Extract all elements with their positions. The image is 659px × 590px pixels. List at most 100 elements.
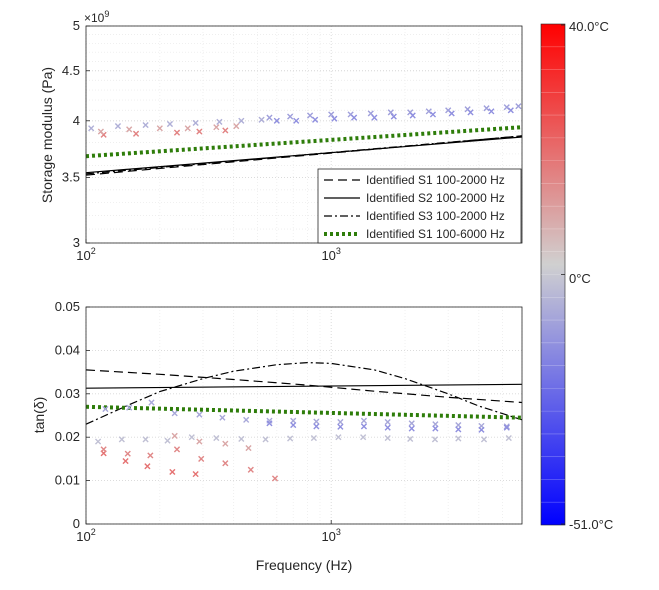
y-tick-label: 4.5 xyxy=(62,63,80,78)
measurement-point xyxy=(408,420,415,427)
measurement-point xyxy=(335,434,342,441)
measurement-point xyxy=(371,114,378,121)
measurement-point xyxy=(173,129,181,136)
y-tick-label: 5 xyxy=(73,18,80,33)
measurement-point xyxy=(196,128,203,135)
fit-line-4 xyxy=(85,125,523,159)
measurement-point xyxy=(243,416,250,423)
measurement-point xyxy=(337,418,344,426)
measurement-point xyxy=(266,420,273,427)
storage-modulus-panel: 102 103 3 3.5 4 4.5 5 ×109 Storage modulus (Pa… xyxy=(39,9,523,263)
fit-line-3 xyxy=(85,135,523,175)
top-fit-lines xyxy=(85,125,523,176)
measurement-point xyxy=(384,434,391,442)
top-y-axis-label: Storage modulus (Pa) xyxy=(39,67,55,203)
measurement-point xyxy=(483,105,490,112)
measurement-point xyxy=(245,444,252,452)
measurement-point xyxy=(409,112,416,119)
bottom-measurement-markers xyxy=(94,399,512,482)
measurement-point xyxy=(287,113,294,120)
measurement-point xyxy=(184,125,191,132)
measurement-point xyxy=(171,432,178,439)
measurement-point xyxy=(293,117,300,124)
measurement-point xyxy=(144,463,151,470)
measurement-point xyxy=(351,114,358,121)
measurement-point xyxy=(169,468,176,476)
x-tick-label: 103 xyxy=(321,527,340,544)
measurement-point xyxy=(488,108,495,115)
measurement-point xyxy=(262,436,269,443)
measurement-point xyxy=(505,434,512,442)
bottom-fit-lines xyxy=(85,361,523,425)
top-measurement-markers xyxy=(88,103,522,138)
bottom-tick-labels: 102 103 0 0.01 0.02 0.03 0.04 0.05 xyxy=(55,299,341,544)
measurement-point xyxy=(290,421,297,429)
measurement-point xyxy=(331,115,338,122)
y-tick-label: 4 xyxy=(73,113,80,128)
measurement-point xyxy=(425,108,432,115)
bottom-axes-box xyxy=(85,306,523,525)
measurement-point xyxy=(306,112,314,119)
measurement-point xyxy=(467,109,474,116)
legend-label: Identified S1 100-6000 Hz xyxy=(366,227,505,241)
measurement-point xyxy=(360,417,368,424)
y-tick-label: 0.02 xyxy=(55,429,80,444)
measurement-point xyxy=(478,426,485,433)
measurement-point xyxy=(313,418,320,425)
measurement-point xyxy=(124,450,131,457)
colorbar-ticks xyxy=(541,24,565,525)
measurement-point xyxy=(429,111,437,118)
y-tick-label: 0 xyxy=(73,516,80,531)
measurement-point xyxy=(503,424,510,431)
measurement-point xyxy=(164,437,171,444)
legend-entry: Identified S1 100-2000 Hz xyxy=(324,173,505,187)
y-tick-label: 3.5 xyxy=(62,170,80,185)
measurement-point xyxy=(219,414,226,421)
fit-line-3 xyxy=(85,361,523,425)
measurement-point xyxy=(503,423,510,430)
x-axis-label: Frequency (Hz) xyxy=(256,557,352,573)
top-axes-box xyxy=(85,25,523,244)
measurement-point xyxy=(455,435,462,442)
measurement-point xyxy=(271,475,279,482)
measurement-point xyxy=(198,455,205,462)
measurement-point xyxy=(213,434,220,442)
top-y-exponent: ×109 xyxy=(84,9,109,25)
measurement-point xyxy=(384,424,391,431)
measurement-point xyxy=(310,434,317,442)
measurement-point xyxy=(507,107,514,114)
bottom-grid xyxy=(85,306,523,525)
measurement-point xyxy=(88,125,95,132)
y-tick-label: 0.05 xyxy=(55,299,80,314)
measurement-point xyxy=(222,127,229,134)
measurement-point xyxy=(222,440,229,447)
measurement-point xyxy=(156,125,163,132)
measurement-point xyxy=(312,116,319,123)
measurement-point xyxy=(132,130,140,137)
measurement-point xyxy=(94,438,102,445)
colorbar-min-label: -51.0°C xyxy=(569,517,613,532)
measurement-point xyxy=(360,434,367,441)
measurement-point xyxy=(148,399,155,406)
measurement-point xyxy=(360,423,368,430)
measurement-point xyxy=(273,117,280,124)
measurement-point xyxy=(147,452,154,459)
x-tick-label: 102 xyxy=(76,246,95,263)
fit-line-1 xyxy=(85,369,523,404)
measurement-point xyxy=(192,470,199,478)
legend: Identified S1 100-2000 Hz Identified S2 1… xyxy=(317,168,522,244)
measurement-point xyxy=(455,426,462,433)
measurement-point xyxy=(287,435,294,442)
legend-entry: Identified S2 100-2000 Hz xyxy=(324,191,505,205)
measurement-point xyxy=(238,435,245,443)
y-tick-label: 3 xyxy=(73,235,80,250)
measurement-point xyxy=(407,435,414,443)
measurement-point xyxy=(126,404,133,411)
measurement-point xyxy=(448,110,455,117)
measurement-point xyxy=(118,436,125,443)
x-tick-label: 103 xyxy=(321,246,340,263)
measurement-point xyxy=(192,119,199,127)
measurement-point xyxy=(142,121,149,129)
measurement-point xyxy=(196,411,203,418)
measurement-point xyxy=(313,423,320,430)
